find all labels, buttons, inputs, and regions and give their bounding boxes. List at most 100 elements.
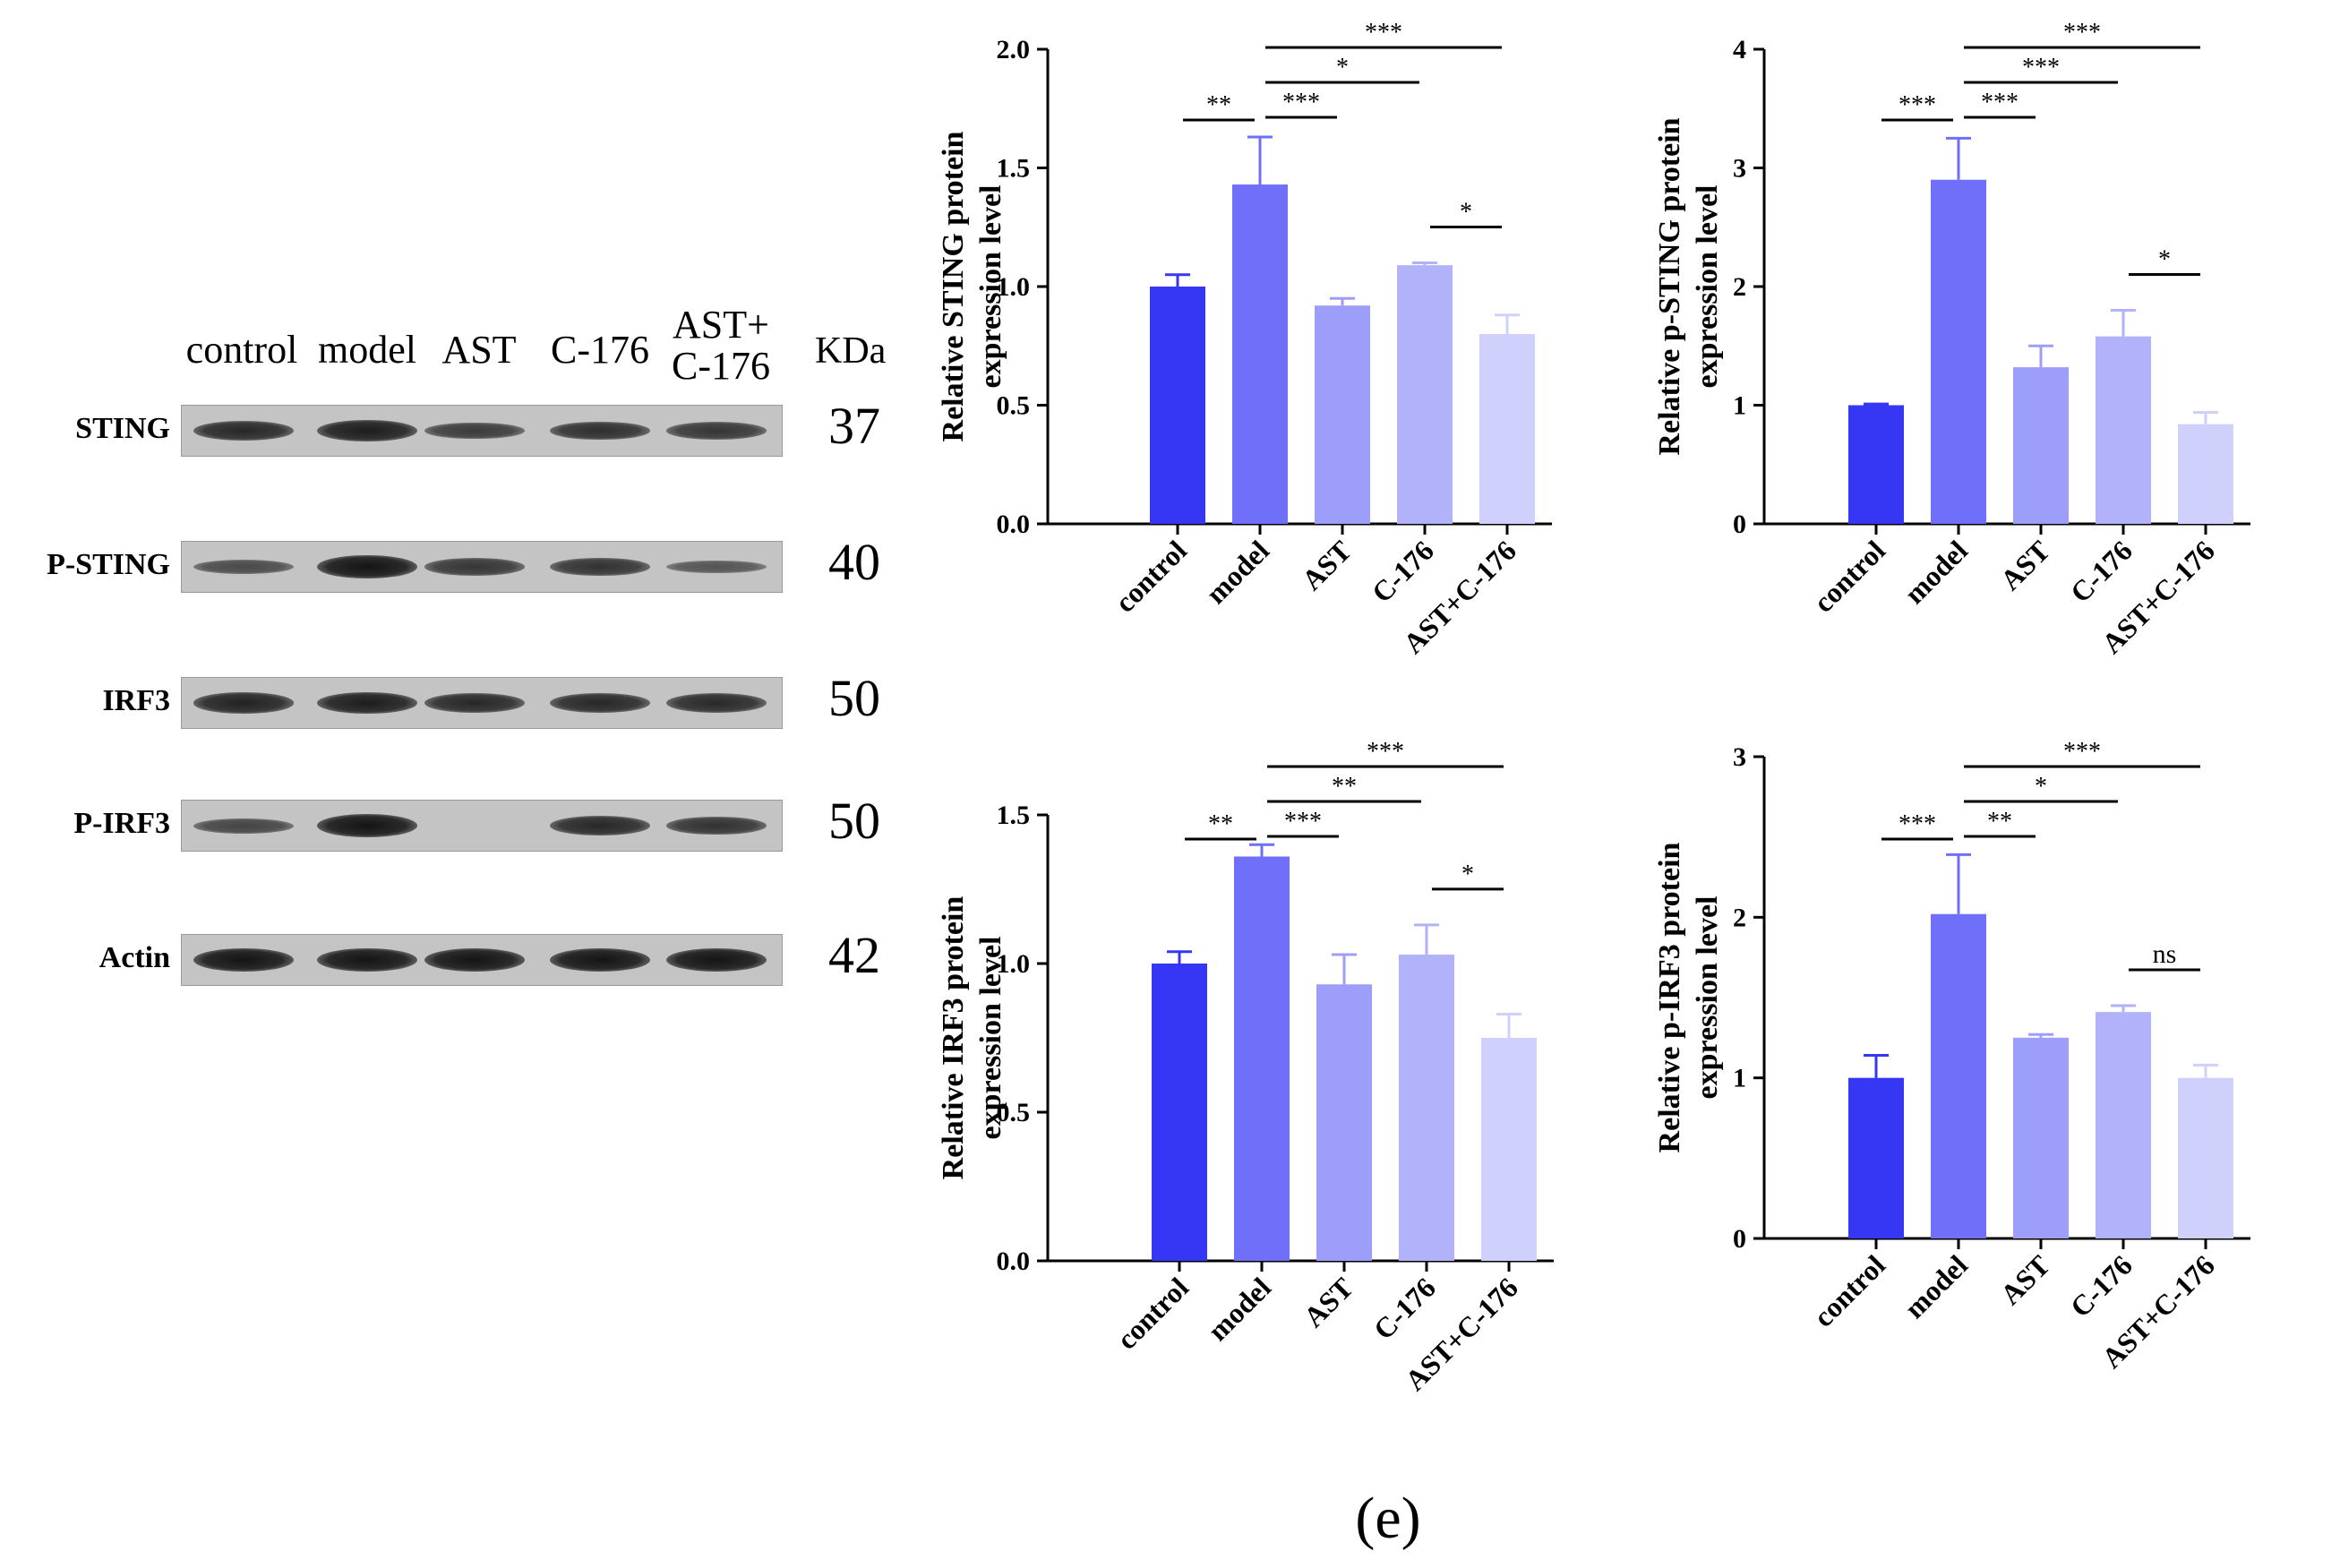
blot-band (317, 691, 417, 715)
x-tick-label: model (1199, 534, 1275, 610)
significance-label: *** (1367, 738, 1404, 766)
y-tick-label: 0.0 (997, 510, 1031, 539)
bar (2096, 336, 2151, 524)
blot-band (193, 692, 294, 714)
blot-protein-label: Actin (99, 941, 170, 974)
bar (1848, 1077, 1904, 1238)
y-tick-label: 0 (1733, 1224, 1746, 1254)
y-tick-label: 3 (1733, 154, 1746, 184)
blot-band (424, 558, 525, 576)
bar (1152, 964, 1207, 1261)
y-axis-label: Relative p-STING protein (1653, 117, 1686, 455)
chart-irf3-svg: 0.0 0.5 1.0 1.5 Relative IRF3 protein express… (937, 738, 1554, 1397)
blot-band (550, 557, 650, 577)
y-tick-label: 0.5 (997, 1098, 1031, 1127)
blot-band (193, 948, 294, 972)
significance-label: ** (1332, 773, 1357, 801)
x-tick-label: model (1898, 534, 1974, 610)
bar (1848, 405, 1904, 524)
y-tick-label: 2 (1733, 903, 1746, 932)
bar (2096, 1012, 2151, 1238)
blot-band (550, 815, 650, 836)
significance-label: *** (1899, 91, 1936, 119)
lane-label-model: model (318, 328, 416, 372)
lane-label-ast-c176: AST+ C-176 (672, 303, 770, 388)
bar (1315, 305, 1370, 524)
significance-label: * (1460, 199, 1472, 227)
x-tick-label: C-176 (2064, 1248, 2139, 1323)
blot-band (193, 818, 294, 834)
bar (1316, 984, 1372, 1261)
chart-sting: 0.0 0.5 1.0 1.5 2.0 Relative STING protein exp… (922, 0, 1585, 743)
y-axis-label: expression level (1691, 185, 1724, 389)
blot-band (550, 948, 650, 972)
blot-band (424, 692, 525, 714)
figure-caption: (e) (1355, 1486, 1421, 1551)
y-axis-label: Relative IRF3 protein (937, 896, 970, 1180)
y-tick-label: 1.0 (997, 272, 1031, 302)
bar (2013, 367, 2069, 524)
y-tick-label: 4 (1733, 35, 1746, 64)
bar (1150, 287, 1205, 524)
blot-band (317, 814, 417, 837)
significance-label: * (1461, 861, 1474, 888)
x-tick-label: control (1110, 1271, 1195, 1355)
x-tick-label: C-176 (2064, 534, 2139, 608)
x-tick-label: C-176 (1366, 534, 1440, 608)
bar (1397, 265, 1453, 524)
y-tick-label: 1 (1733, 391, 1746, 421)
significance-label: ** (1206, 91, 1231, 119)
lane-label-ast: AST (441, 328, 517, 372)
x-tick-label: AST (1297, 1271, 1359, 1332)
blot-band (666, 692, 767, 713)
y-axis-label: expression level (974, 185, 1007, 389)
x-tick-label: C-176 (1367, 1271, 1442, 1345)
blot-band (317, 555, 417, 578)
blot-protein-label: IRF3 (102, 684, 170, 717)
blot-band (666, 816, 767, 835)
y-axis-label: Relative p-IRF3 protein (1653, 842, 1686, 1152)
significance-label: *** (2063, 19, 2101, 47)
x-tick-label: AST (1295, 534, 1357, 595)
y-tick-label: 1.5 (997, 154, 1031, 184)
x-tick-label: model (1201, 1271, 1277, 1347)
significance-label: *** (2063, 738, 2101, 766)
bar (1234, 856, 1290, 1261)
y-tick-label: 1.5 (997, 801, 1031, 830)
significance-label: *** (1899, 810, 1936, 838)
significance-label: * (1336, 54, 1349, 81)
bar (1931, 913, 1986, 1238)
blot-band (317, 948, 417, 972)
kda-label: KDa (815, 330, 887, 372)
bar (1481, 1038, 1537, 1261)
blot-band (666, 422, 767, 440)
blot-band (317, 419, 417, 442)
bar (2178, 1077, 2233, 1238)
bar (2178, 424, 2233, 524)
significance-label: *** (1282, 89, 1320, 116)
blot-protein-label: P-IRF3 (73, 807, 170, 840)
blot-band (550, 692, 650, 714)
y-axis-label: expression level (974, 937, 1007, 1140)
blot-mw-label: 50 (828, 792, 880, 850)
y-tick-label: 2 (1733, 272, 1746, 302)
bar (1399, 955, 1454, 1261)
chart-p-sting: 0 1 2 3 4 Relative p-STING protein expression … (1648, 0, 2328, 743)
blot-mw-label: 50 (828, 669, 880, 727)
bar (1931, 179, 1986, 524)
chart-p-irf3: 0 1 2 3 Relative p-IRF3 protein expression le… (1648, 716, 2328, 1478)
significance-label: * (2158, 246, 2171, 274)
blot-band (424, 948, 525, 972)
bar (1479, 334, 1535, 524)
x-tick-label: model (1898, 1248, 1974, 1324)
significance-label: *** (1981, 89, 2019, 116)
chart-p-sting-svg: 0 1 2 3 4 Relative p-STING protein expression … (1653, 19, 2250, 660)
significance-label: *** (2022, 54, 2060, 81)
western-blot-panel: control model AST C-176 AST+ C-176 KDa S… (0, 0, 913, 1057)
blot-band (193, 420, 294, 441)
lane-label-control: control (185, 328, 298, 372)
significance-label: ** (1987, 808, 2012, 835)
chart-sting-svg: 0.0 0.5 1.0 1.5 2.0 Relative STING protein exp… (937, 19, 1552, 660)
blot-mw-label: 37 (828, 397, 880, 455)
x-tick-label: AST (1993, 1248, 2055, 1310)
